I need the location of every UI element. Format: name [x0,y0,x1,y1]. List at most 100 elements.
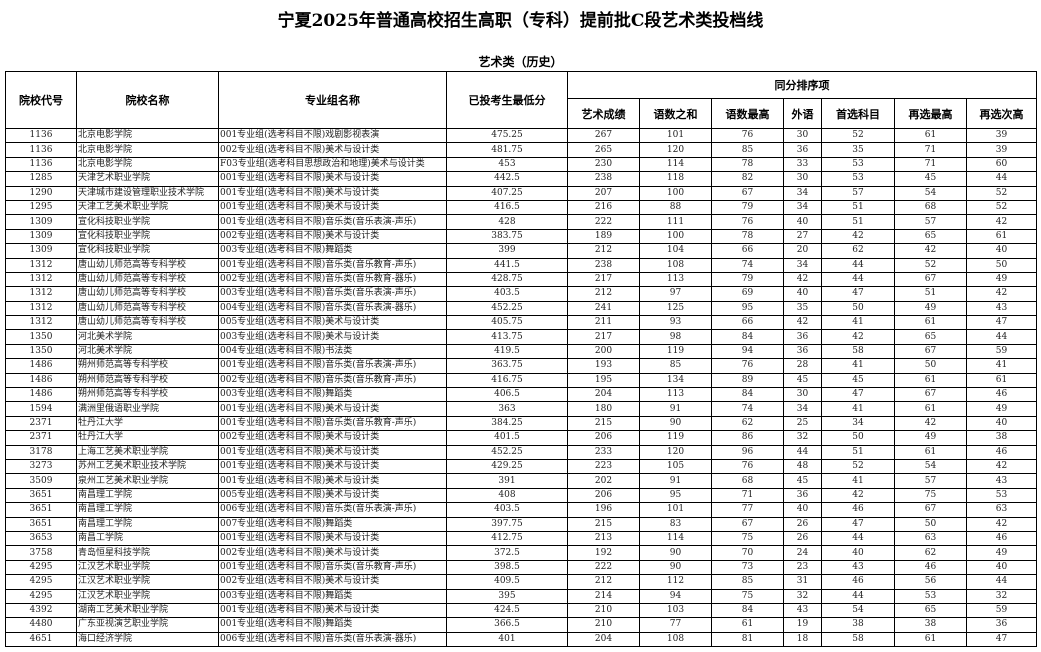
cell-reselect-max: 49 [894,430,967,446]
cell-yushu-max: 81 [711,631,784,648]
cell-yushu-sum: 95 [639,487,712,504]
cell-min-score: 475.25 [446,127,568,144]
cell-reselect-second: 49 [966,271,1037,288]
cell-school: 南昌理工学院 [76,516,219,532]
cell-yushu-sum: 83 [639,516,712,532]
cell-yushu-sum: 125 [639,300,712,317]
cell-reselect-max: 65 [894,228,967,245]
cell-reselect-max: 75 [894,487,967,504]
cell-foreign: 34 [783,199,822,216]
cell-school: 北京电影学院 [76,156,219,173]
cell-code: 1312 [5,271,77,288]
cell-min-score: 407.25 [446,185,568,201]
header-tie-break: 同分排序项 [567,71,1037,99]
cell-reselect-max: 50 [894,358,967,374]
cell-first-subject: 40 [821,545,895,561]
cell-code: 1312 [5,257,77,273]
cell-first-subject: 51 [821,444,895,460]
cell-group: 005专业组(选考科目不限)美术与设计类 [218,315,447,331]
cell-reselect-second: 32 [966,588,1037,604]
table-row: 1136 北京电影学院 001专业组(选考科目不限)戏剧影视表演 475.25 267 1… [5,127,1037,144]
cell-school: 上海工艺美术职业学院 [76,444,219,460]
cell-min-score: 363.75 [446,358,568,374]
cell-first-subject: 41 [821,315,895,331]
cell-reselect-second: 42 [966,516,1037,532]
cell-first-subject: 58 [821,631,895,648]
cell-school: 天津工艺美术职业学院 [76,199,219,216]
cell-yushu-max: 70 [711,545,784,561]
cell-yushu-sum: 120 [639,142,712,158]
cell-code: 3651 [5,502,77,518]
cell-group: 003专业组(选考科目不限)舞蹈类 [218,387,447,403]
cell-min-score: 419.5 [446,343,568,360]
cell-yushu-max: 96 [711,444,784,460]
cell-art: 212 [567,286,640,302]
table-row: 1295 天津工艺美术职业学院 001专业组(选考科目不限)美术与设计类 416.5 2… [5,199,1037,216]
cell-reselect-second: 47 [966,631,1037,648]
cell-art: 223 [567,458,640,475]
cell-reselect-second: 49 [966,545,1037,561]
cell-reselect-max: 68 [894,199,967,216]
cell-group: 001专业组(选考科目不限)戏剧影视表演 [218,127,447,144]
cell-reselect-second: 40 [966,415,1037,432]
cell-school: 宣化科技职业学院 [76,228,219,245]
cell-group: 001专业组(选考科目不限)美术与设计类 [218,458,447,475]
cell-group: 003专业组(选考科目不限)舞蹈类 [218,243,447,259]
cell-foreign: 30 [783,387,822,403]
cell-group: 001专业组(选考科目不限)音乐类(音乐教育-声乐) [218,559,447,576]
cell-school: 江汉艺术职业学院 [76,588,219,604]
cell-yushu-sum: 104 [639,243,712,259]
cell-foreign: 42 [783,315,822,331]
cell-reselect-max: 57 [894,473,967,489]
cell-reselect-second: 59 [966,343,1037,360]
cell-art: 207 [567,185,640,201]
cell-yushu-max: 69 [711,286,784,302]
cell-code: 1136 [5,127,77,144]
cell-school: 河北美术学院 [76,329,219,345]
table-row: 3651 南昌理工学院 006专业组(选考科目不限)音乐类(音乐表演-声乐) 403.… [5,502,1037,518]
cell-code: 3509 [5,473,77,489]
cell-art: 213 [567,530,640,547]
cell-reselect-max: 67 [894,271,967,288]
table-body: 1136 北京电影学院 001专业组(选考科目不限)戏剧影视表演 475.25 267 1… [5,127,1037,648]
cell-art: 238 [567,257,640,273]
cell-reselect-second: 44 [966,329,1037,345]
cell-reselect-max: 54 [894,185,967,201]
table-row: 4295 江汉艺术职业学院 003专业组(选考科目不限)舞蹈类 395 214 94 75 3… [5,588,1037,604]
table-row: 1312 唐山幼儿师范高等专科学校 003专业组(选考科目不限)音乐类(音乐表演-声… [5,286,1037,302]
header-foreign: 外语 [783,98,822,129]
cell-reselect-max: 67 [894,502,967,518]
cell-school: 朔州师范高等专科学校 [76,358,219,374]
cell-school: 湖南工艺美术职业学院 [76,602,219,619]
cell-code: 1486 [5,372,77,389]
cell-yushu-sum: 77 [639,617,712,633]
cell-first-subject: 41 [821,401,895,417]
cell-art: 204 [567,631,640,648]
cell-first-subject: 44 [821,271,895,288]
table-row: 2371 牡丹江大学 002专业组(选考科目不限)美术与设计类 401.5 206 119… [5,430,1037,446]
table-row: 3651 南昌理工学院 005专业组(选考科目不限)美术与设计类 408 206 95 71… [5,487,1037,504]
cell-reselect-max: 62 [894,545,967,561]
cell-first-subject: 53 [821,156,895,173]
cell-art: 214 [567,588,640,604]
cell-group: 001专业组(选考科目不限)音乐类(音乐表演-声乐) [218,358,447,374]
cell-code: 4651 [5,631,77,648]
table-row: 4651 海口经济学院 006专业组(选考科目不限)音乐类(音乐表演-器乐) 401 2… [5,631,1037,648]
cell-art: 233 [567,444,640,460]
cell-foreign: 36 [783,343,822,360]
cell-first-subject: 46 [821,574,895,590]
header-group: 专业组名称 [218,71,447,129]
cell-reselect-second: 53 [966,487,1037,504]
cell-group: 001专业组(选考科目不限)美术与设计类 [218,185,447,201]
cell-code: 1312 [5,286,77,302]
cell-code: 1486 [5,387,77,403]
cell-reselect-second: 47 [966,315,1037,331]
cell-school: 广东亚视演艺职业学院 [76,617,219,633]
cell-group: 001专业组(选考科目不限)音乐类(音乐表演-声乐) [218,214,447,230]
table-row: 1486 朔州师范高等专科学校 001专业组(选考科目不限)音乐类(音乐表演-声乐)… [5,358,1037,374]
cell-yushu-max: 76 [711,358,784,374]
table-row: 1350 河北美术学院 003专业组(选考科目不限)美术与设计类 413.75 217 9… [5,329,1037,345]
cell-code: 1350 [5,329,77,345]
cell-reselect-second: 43 [966,473,1037,489]
cell-art: 180 [567,401,640,417]
